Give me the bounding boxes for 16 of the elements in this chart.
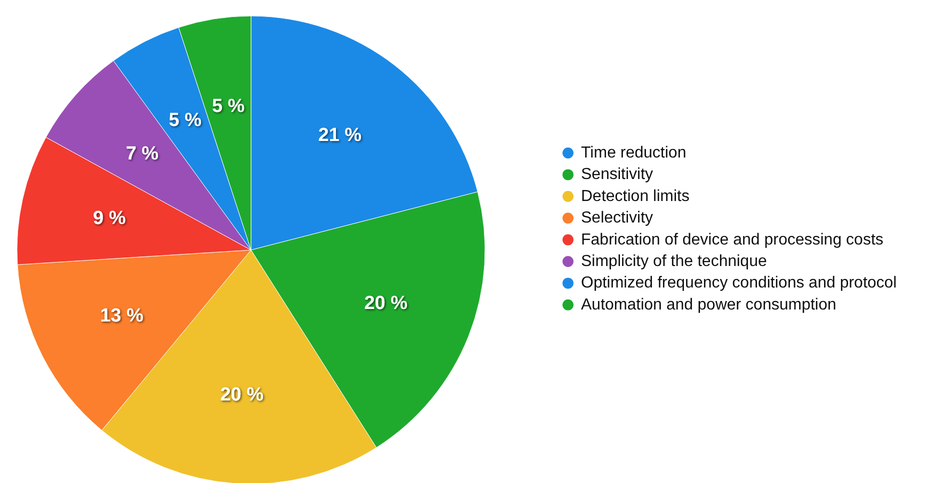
legend-label: Automation and power consumption: [581, 296, 836, 314]
legend-label: Fabrication of device and processing costs: [581, 231, 884, 248]
data-label: 21 %: [318, 124, 362, 146]
data-label: 20 %: [364, 292, 408, 314]
data-label: 5 %: [168, 110, 202, 132]
legend-label: Selectivity: [581, 210, 654, 227]
legend-label: Optimized frequency conditions and protocol: [581, 274, 897, 292]
data-label: 13 %: [100, 305, 144, 326]
data-label: 20 %: [220, 384, 264, 406]
legend-label: Time reduction: [581, 144, 686, 162]
data-label: 9 %: [93, 208, 126, 229]
legend-label: Sensitivity: [581, 166, 654, 184]
legend-label: Simplicity of the technique: [581, 253, 767, 270]
data-label: 7 %: [126, 144, 159, 165]
legend-label: Detection limits: [581, 188, 690, 205]
data-label: 5 %: [212, 96, 245, 118]
